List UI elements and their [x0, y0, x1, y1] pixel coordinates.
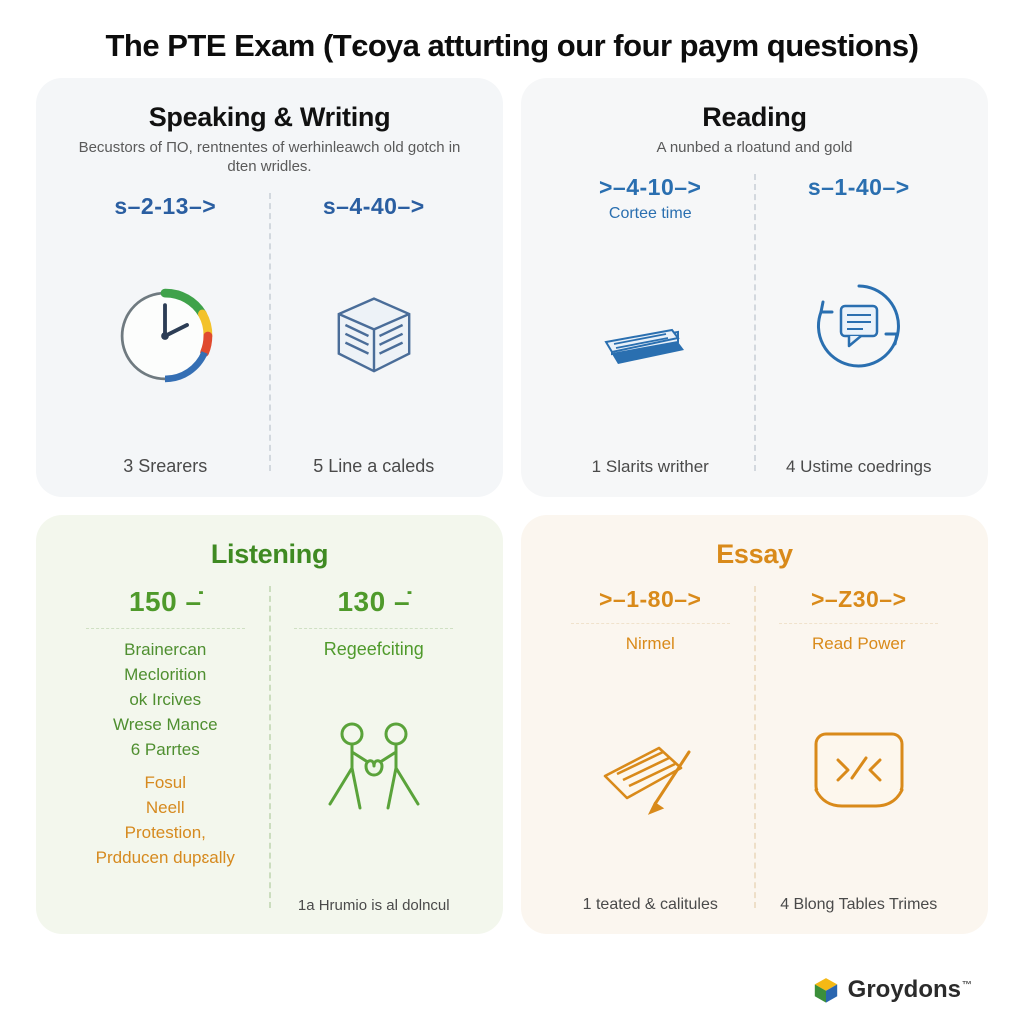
clock-icon [110, 220, 220, 453]
list-item: Meclorition [124, 664, 206, 687]
list-item: Protestion, [125, 822, 206, 845]
caption: 4 Blong Tables Trimes [780, 896, 937, 914]
chat-cycle-icon [799, 201, 919, 453]
column-right: s–4-40–> [271, 187, 478, 478]
card-columns: s–2-13–> 3 Srearers [62, 187, 477, 478]
column-divider [269, 193, 271, 472]
stat-value: >–1-80–> [599, 586, 701, 613]
list-b: FosulNeellProtestion,Prdducen dupɛally [96, 772, 235, 870]
column-divider [754, 586, 756, 908]
stat-sub: Read Power [812, 634, 906, 654]
list-item: ok Ircives [129, 689, 201, 712]
list-item: Prdducen dupɛally [96, 847, 235, 870]
stat-value: >–Z30–> [811, 586, 907, 613]
column-divider [269, 586, 271, 908]
books-icon [590, 223, 710, 453]
caption: 4 Ustime coedrings [786, 457, 932, 477]
footer-brand: Groydons™ [812, 976, 972, 1004]
brand-cube-icon [812, 976, 840, 1004]
card-title: Listening [62, 539, 477, 570]
dashed-rule [779, 623, 938, 624]
column-left: 150 –̇ BrainercanMecloritionok IrcivesWr… [62, 580, 269, 914]
stat-sub: Cortee time [609, 205, 692, 223]
card-reading: Reading A nunbed a rloatund and gold >–4… [521, 78, 988, 497]
column-left: s–2-13–> 3 Srearers [62, 187, 269, 478]
stat-value: 130 –̇ [337, 586, 410, 618]
caption: 1a Hrumio is al dolncul [298, 897, 450, 914]
card-title: Speaking & Writing [62, 102, 477, 133]
column-divider [754, 174, 756, 471]
stat-sub: Nirmel [626, 634, 675, 654]
list-item: Fosul [144, 772, 186, 795]
card-essay: Essay >–1-80–> Nirmel [521, 515, 988, 934]
column-right: s–1-40–> [756, 168, 963, 477]
card-columns: 150 –̇ BrainercanMecloritionok IrcivesWr… [62, 580, 477, 914]
dashed-rule [294, 628, 453, 629]
list-item: Wrese Mance [113, 714, 218, 737]
stat-value: s–4-40–> [323, 193, 425, 220]
stack-icon [319, 220, 429, 453]
stat-value: 150 –̇ [129, 586, 202, 618]
list-item: Brainercan [124, 639, 206, 662]
stat-value: s–1-40–> [808, 174, 910, 201]
list-item: 6 Parrtes [131, 739, 200, 762]
list-item: Neell [146, 797, 185, 820]
card-title: Essay [547, 539, 962, 570]
card-speaking-writing: Speaking & Writing Becustors of ПO, rent… [36, 78, 503, 497]
people-icon [304, 660, 444, 893]
brand-name: Groydons™ [848, 976, 972, 1004]
card-subtitle: A nunbed a rloatund and gold [547, 139, 962, 158]
card-columns: >–1-80–> Nirmel [547, 580, 962, 914]
caption: 5 Line a caleds [313, 456, 434, 477]
caption: 1 Slarits writher [592, 457, 709, 477]
dashed-rule [86, 628, 245, 629]
caption: 3 Srearers [123, 456, 207, 477]
column-right: 130 –̇ Regeefciting [271, 580, 478, 914]
caption: 1 teated & calitules [583, 896, 718, 914]
card-listening: Listening 150 –̇ BrainercanMecloritionok… [36, 515, 503, 934]
column-left: >–1-80–> Nirmel [547, 580, 754, 914]
card-title: Reading [547, 102, 962, 133]
card-grid: Speaking & Writing Becustors of ПO, rent… [0, 78, 1024, 934]
card-subtitle: Becustors of ПO, rentnentes of werhinlea… [62, 139, 477, 177]
card-columns: >–4-10–> Cortee time 1 Slarits writher [547, 168, 962, 477]
list-a: BrainercanMecloritionok IrcivesWrese Man… [113, 639, 218, 762]
dashed-rule [571, 623, 730, 624]
stat-value: s–2-13–> [114, 193, 216, 220]
monitor-icon [794, 654, 924, 892]
stat-sub: Regeefciting [324, 639, 424, 660]
stat-value: >–4-10–> [599, 174, 701, 201]
column-right: >–Z30–> Read Power 4 Blong Tables [756, 580, 963, 914]
trademark-symbol: ™ [962, 980, 972, 991]
page-title: The PTE Exam (Tєоуa atturting our four p… [0, 0, 1024, 78]
paper-pen-icon [585, 654, 715, 892]
column-left: >–4-10–> Cortee time 1 Slarits writher [547, 168, 754, 477]
